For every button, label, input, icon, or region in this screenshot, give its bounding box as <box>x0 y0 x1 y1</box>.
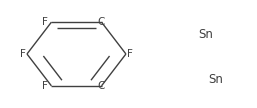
Text: F: F <box>127 49 133 59</box>
Text: F: F <box>20 49 26 59</box>
Text: C: C <box>98 17 105 27</box>
Text: Sn: Sn <box>208 73 223 86</box>
Text: C: C <box>98 81 105 91</box>
Text: F: F <box>42 17 48 27</box>
Text: Sn: Sn <box>198 28 213 41</box>
Text: F: F <box>42 81 48 91</box>
